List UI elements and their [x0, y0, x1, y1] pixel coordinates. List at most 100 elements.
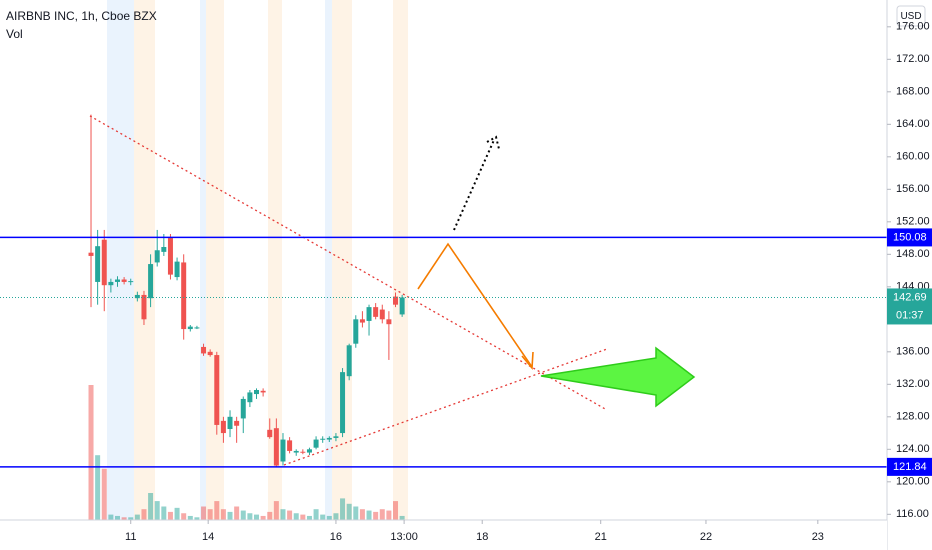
currency-button[interactable]	[896, 5, 926, 27]
volume-bar	[340, 498, 346, 520]
candle-layer	[88, 114, 405, 468]
candle-body	[254, 390, 260, 395]
candle-body	[227, 416, 233, 429]
x-tick-label: 18	[476, 531, 488, 543]
candle-body	[187, 326, 193, 330]
volume-bar	[280, 509, 286, 520]
y-tick-label: 164.00	[896, 118, 930, 130]
y-tick-label: 168.00	[896, 86, 930, 98]
candle-body	[399, 297, 405, 315]
volume-bar	[267, 511, 273, 520]
candle-body	[181, 262, 187, 330]
candle-body	[366, 307, 372, 321]
volume-bar	[220, 509, 226, 520]
volume-bar	[121, 517, 127, 520]
candle-body	[340, 372, 346, 434]
volume-bar	[333, 513, 339, 520]
volume-bar	[88, 385, 94, 520]
candle-body	[247, 392, 253, 403]
volume-bar	[134, 514, 140, 520]
volume-bar	[114, 515, 120, 520]
volume-bar	[346, 503, 352, 520]
volume-bar	[260, 515, 266, 520]
candle-body	[95, 246, 101, 282]
volume-bar	[353, 506, 359, 520]
volume-bar	[174, 507, 180, 520]
candle-body	[293, 450, 299, 453]
axes: 116.00120.00124.00128.00132.00136.00140.…	[125, 21, 932, 543]
volume-bar	[161, 506, 167, 520]
time-axis-bg	[0, 520, 887, 550]
volume-bar	[234, 506, 240, 520]
candle-body	[234, 420, 240, 426]
countdown: 01:37	[896, 309, 924, 321]
y-tick-label: 152.00	[896, 216, 930, 228]
candle-body	[313, 439, 319, 448]
x-tick-label: 11	[125, 531, 136, 543]
candle-body	[101, 239, 107, 286]
price-label: 150.08	[893, 231, 927, 243]
candle-body	[148, 264, 154, 299]
volume-bar	[273, 501, 279, 520]
volume-bar	[154, 501, 160, 520]
volume-bar	[373, 511, 379, 520]
x-tick-label: 16	[330, 531, 342, 543]
volume-bar	[214, 501, 220, 520]
candle-body	[108, 281, 114, 286]
candle-body	[167, 238, 173, 275]
volume-bar	[393, 501, 399, 520]
volume-bar	[187, 515, 193, 520]
y-tick-label: 116.00	[896, 508, 929, 520]
candle-body	[393, 296, 399, 305]
candle-body	[154, 250, 160, 263]
volume-bar	[101, 468, 107, 520]
candle-body	[359, 319, 365, 323]
candle-body	[273, 428, 279, 466]
currency[interactable]: USD	[900, 11, 921, 22]
chart-title: AIRBNB INC, 1h, Cboe BZX	[6, 9, 157, 23]
candle-body	[346, 345, 352, 377]
candle-body	[240, 398, 246, 419]
y-tick-label: 148.00	[896, 248, 930, 260]
volume-bar	[181, 513, 187, 520]
volume-bar	[201, 506, 207, 520]
candle-body	[114, 279, 120, 282]
volume-bar	[148, 493, 154, 520]
candle-body	[161, 247, 167, 252]
drawings	[89, 115, 696, 466]
volume-bar	[320, 514, 326, 520]
volume-bar	[293, 513, 299, 520]
x-tick-label: 22	[700, 531, 712, 543]
last-price-label: 142.69	[893, 291, 927, 303]
candle-body	[194, 327, 200, 329]
candle-body	[379, 309, 385, 320]
volume-label: Vol	[6, 27, 23, 41]
volume-bar	[207, 509, 213, 520]
volume-bar	[254, 514, 260, 520]
session-shading	[107, 0, 408, 520]
candle-body	[121, 279, 127, 282]
candle-body	[214, 355, 220, 425]
volume-bar	[194, 517, 200, 520]
candle-body	[134, 294, 140, 299]
candle-body	[287, 440, 293, 451]
candle-body	[174, 261, 180, 278]
candle-body	[88, 252, 94, 256]
volume-bar	[399, 515, 405, 520]
candle-body	[220, 420, 226, 434]
volume-bar	[313, 509, 319, 520]
candle-body	[326, 437, 332, 440]
candle-body	[128, 281, 134, 283]
candle-body	[267, 429, 273, 438]
volume-bar	[95, 455, 101, 520]
x-tick-label: 23	[812, 531, 824, 543]
candle-body	[386, 319, 392, 325]
x-tick-label: 21	[595, 531, 607, 543]
volume-bar	[379, 509, 385, 520]
candle-body	[306, 449, 312, 453]
price-label-box	[887, 228, 932, 247]
volume-bar	[167, 511, 173, 520]
candle-body	[280, 439, 286, 462]
y-tick-label: 132.00	[896, 378, 930, 390]
